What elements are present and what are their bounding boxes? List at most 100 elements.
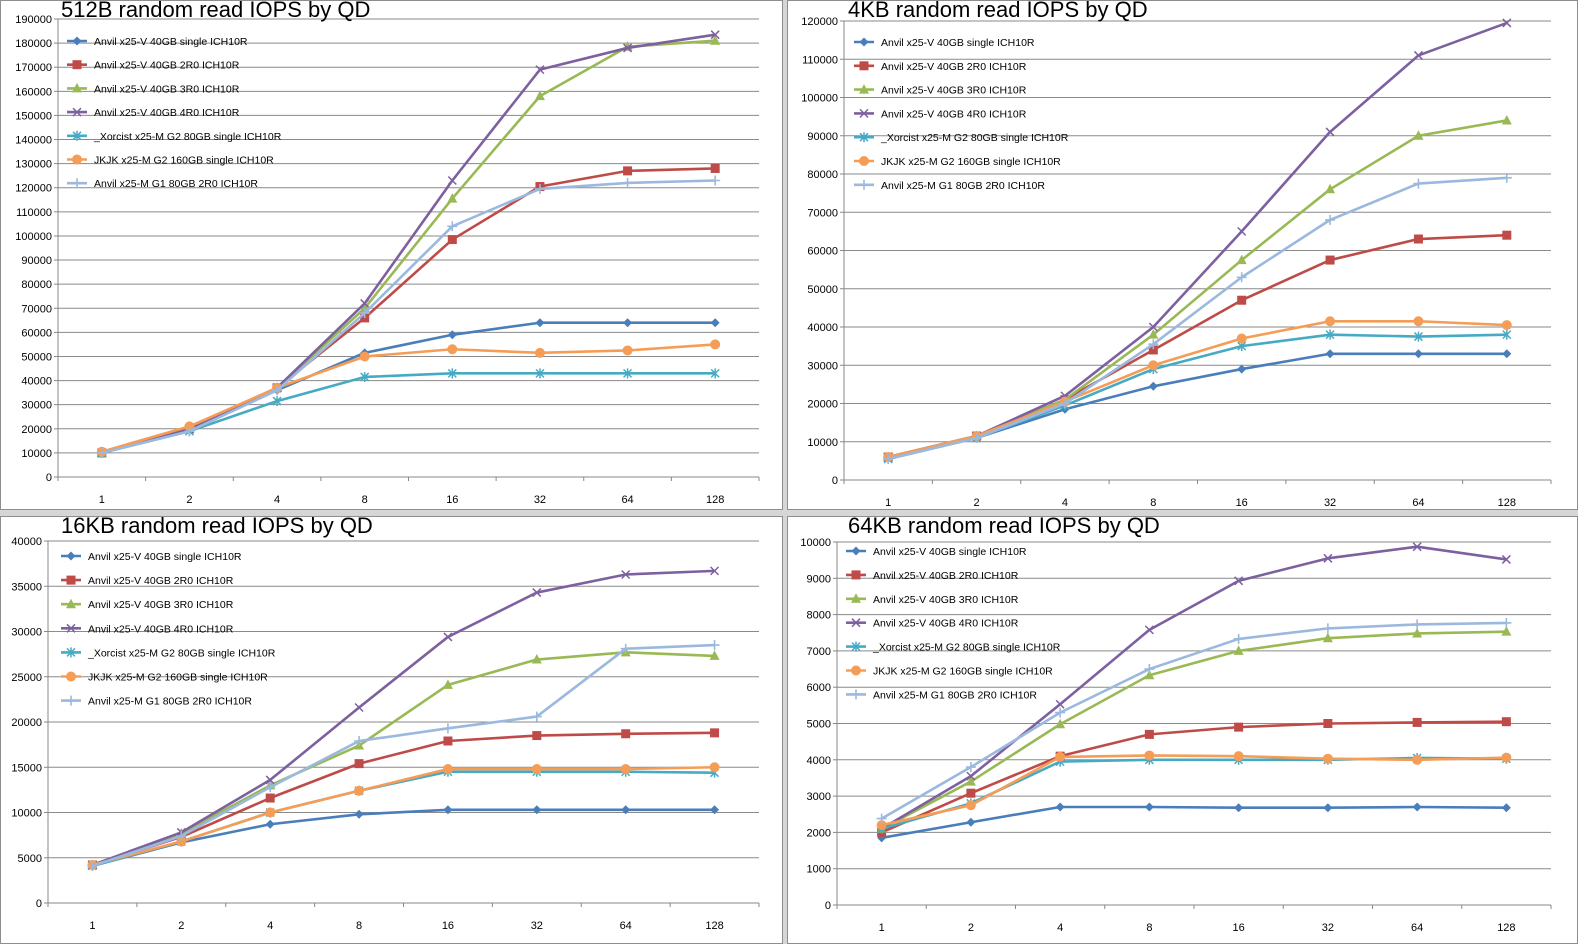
series-line [101,321,716,455]
data-point [1055,707,1066,718]
x-tick-label: 128 [1498,497,1516,509]
series-line [92,643,715,868]
data-point [531,654,542,664]
chart-title: 64KB random read IOPS by QD [848,513,1160,538]
y-tick-label: 15000 [11,762,42,774]
y-tick-label: 40000 [11,536,42,548]
data-point [272,385,283,396]
series-7 [96,175,721,458]
data-point [265,819,275,829]
chart-64kb-panel: 0 1000 2000 3000 4000 5000 6000 7000 8000 9000 100… [787,513,1578,944]
data-point [447,344,458,355]
series-6 [96,339,721,457]
legend-label: Anvil x25-V 40GB 3R0 ICH10R [88,599,234,611]
data-point [1234,722,1244,732]
series-line [881,630,1507,830]
legend-swatch-marker [72,82,82,93]
data-point [621,729,631,739]
series-group [876,542,1512,843]
series-line [887,233,1507,459]
y-tick-label: 0 [36,898,42,910]
series-line [101,179,716,455]
y-axis-ticks: 0 10000 20000 30000 40000 50000 60000 70000 8000… [801,16,844,487]
data-point [1412,627,1423,638]
series-line [101,167,716,455]
x-tick-label: 8 [1146,922,1152,934]
y-tick-label: 70000 [21,303,52,315]
legend-item: Anvil x25-V 40GB 4R0 ICH10R [854,108,1027,120]
y-tick-label: 30000 [11,627,42,639]
data-point [623,318,633,328]
x-tick-label: 8 [1150,497,1156,509]
legend-label: Anvil x25-M G1 80GB 2R0 ICH10R [88,696,252,708]
y-tick-label: 8000 [807,610,831,622]
data-point [1323,719,1333,728]
data-point [621,805,631,815]
data-point [1236,272,1247,283]
legend-item: Anvil x25-V 40GB single ICH10R [846,546,1027,558]
legend-swatch-marker [66,598,76,609]
data-point [1325,214,1336,225]
data-point [360,371,370,382]
data-point [710,805,720,815]
y-tick-label: 0 [832,475,838,487]
data-point [96,447,107,458]
y-tick-label: 20000 [807,399,838,411]
y-axis-ticks: 0 10000 20000 30000 40000 50000 60000 70000 8000… [15,14,58,484]
y-tick-label: 130000 [15,159,52,171]
legend-label: Anvil x25-V 40GB 3R0 ICH10R [873,594,1019,606]
x-tick-label: 2 [968,922,974,934]
legend-swatch-marker [66,671,76,682]
data-point [531,711,542,722]
data-point [1413,178,1424,189]
y-tick-label: 5000 [807,719,831,731]
y-tick-label: 180000 [15,38,52,50]
y-tick-label: 140000 [15,135,52,147]
data-point [442,764,453,775]
data-point [1413,316,1424,327]
series-group [883,18,1512,464]
x-tick-label: 2 [974,497,980,509]
legend-label: Anvil x25-V 40GB 2R0 ICH10R [88,575,234,587]
x-tick-label: 32 [534,494,546,506]
data-point [965,776,976,786]
chart-16kb-svg: 0 5000 10000 15000 20000 25000 30000 35000 40000… [11,536,760,932]
legend-swatch-marker [851,570,861,580]
data-point [1237,364,1247,374]
y-axis-ticks: 0 5000 10000 15000 20000 25000 30000 35000 40000 [11,536,48,910]
y-tick-label: 35000 [11,581,42,593]
y-tick-label: 10000 [807,437,838,449]
series-line [101,343,716,453]
data-point [621,569,631,580]
data-point [1322,753,1333,764]
x-tick-label: 1 [879,922,885,934]
data-point [1325,316,1336,327]
legend-swatch-marker [859,61,869,71]
series-3 [96,35,721,457]
data-point [360,298,370,308]
legend-item: Anvil x25-M G1 80GB 2R0 ICH10R [846,689,1037,701]
series-5 [883,329,1512,464]
series-7 [87,640,720,871]
x-tick-label: 16 [442,920,454,932]
data-point [710,163,720,173]
series-line [881,720,1507,834]
data-point [1413,349,1423,359]
legend-item: Anvil x25-M G1 80GB 2R0 ICH10R [854,179,1045,192]
legend-swatch-marker [859,37,869,47]
legend-swatch-marker [851,618,861,628]
chart-title: 4KB random read IOPS by QD [848,0,1148,22]
data-point [1502,230,1512,240]
x-tick-label: 64 [1411,922,1423,934]
legend-swatch-marker [66,551,76,561]
data-point [447,193,458,203]
x-tick-label: 16 [1233,922,1245,934]
data-point [1501,752,1512,763]
y-tick-label: 80000 [21,279,52,291]
y-tick-label: 100000 [15,231,52,243]
data-point [359,351,370,362]
data-point [876,820,887,831]
data-point [966,788,976,798]
series-line [881,754,1507,827]
y-tick-label: 20000 [21,424,52,436]
